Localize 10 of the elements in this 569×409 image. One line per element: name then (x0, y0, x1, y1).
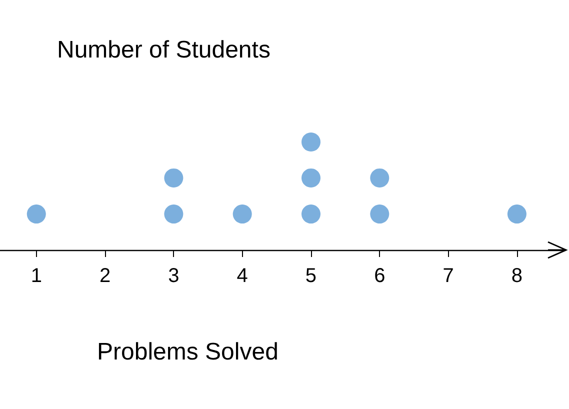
x-tick-label: 6 (374, 265, 386, 287)
x-tick-label: 1 (30, 265, 42, 287)
chart-title: Number of Students (57, 36, 270, 64)
x-tick-label: 7 (442, 265, 454, 287)
x-tick-label: 5 (305, 265, 317, 287)
x-axis-title: Problems Solved (97, 338, 278, 366)
x-tick-label: 8 (511, 265, 523, 287)
x-tick-label: 3 (168, 265, 180, 287)
x-tick-label: 4 (236, 265, 248, 287)
x-tick-label: 2 (99, 265, 111, 287)
